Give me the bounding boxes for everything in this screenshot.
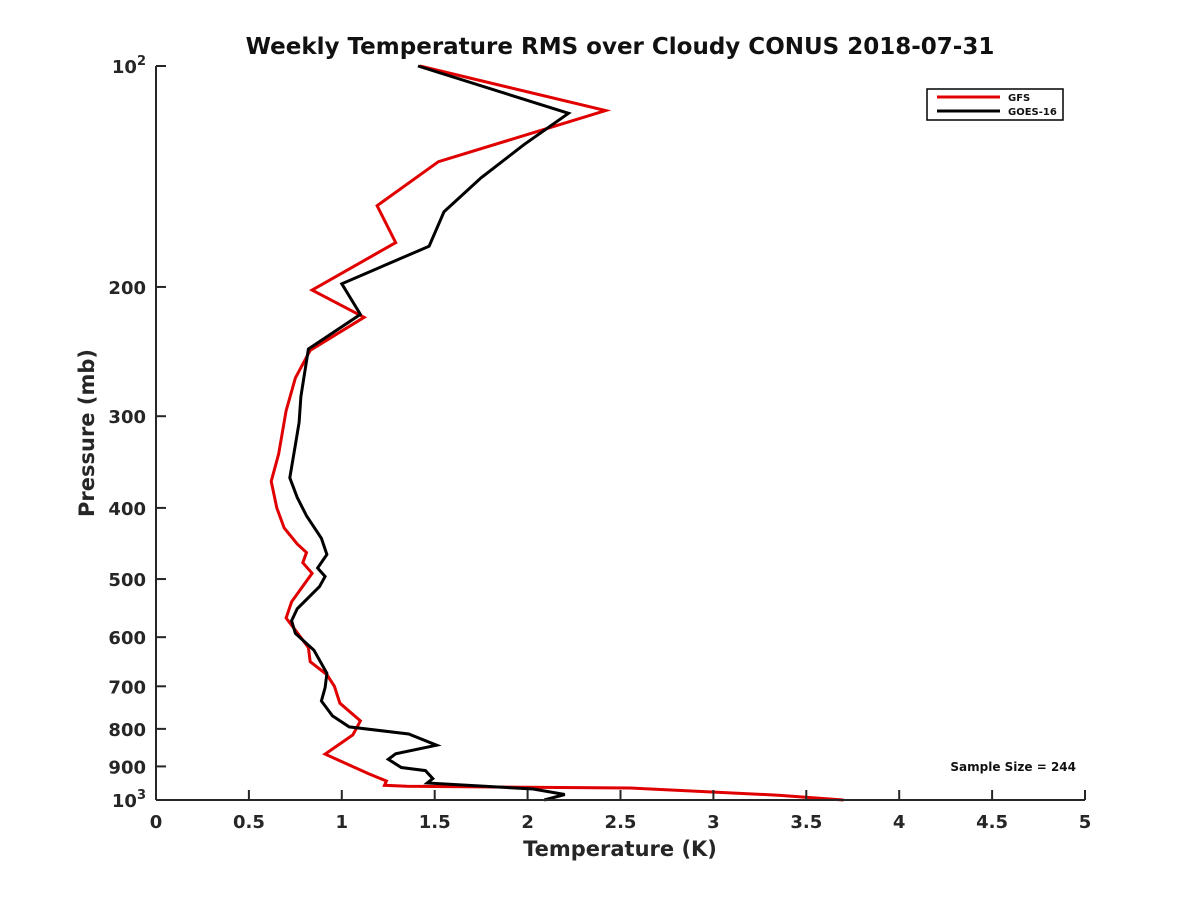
x-tick-label: 5 bbox=[1079, 812, 1092, 833]
x-tick-label: 1.5 bbox=[419, 812, 451, 833]
x-tick-label: 3 bbox=[707, 812, 720, 833]
x-tick-label: 4 bbox=[893, 812, 906, 833]
legend-entries: GFS GOES-16 bbox=[937, 93, 1057, 118]
x-tick-label: 1 bbox=[336, 812, 349, 833]
chart-title: Weekly Temperature RMS over Cloudy CONUS… bbox=[246, 34, 995, 60]
x-tick-label: 0 bbox=[150, 812, 163, 833]
x-tick-label: 2 bbox=[521, 812, 534, 833]
plot-lines bbox=[269, 64, 844, 802]
y-ticks: 102 200 300 400 500 600 700 800 900 103 bbox=[108, 54, 166, 812]
y-tick-label: 102 bbox=[112, 54, 146, 78]
y-tick-label: 800 bbox=[108, 720, 146, 741]
legend-label-1: GOES-16 bbox=[1008, 107, 1057, 118]
legend-label-0: GFS bbox=[1008, 93, 1030, 104]
y-tick-label: 900 bbox=[108, 757, 146, 778]
x-ticks: 0 0.5 1 1.5 2 2.5 3 3.5 4 4.5 5 bbox=[150, 790, 1092, 833]
legend: GFS GOES-16 bbox=[926, 88, 1064, 121]
x-axis-label: Temperature (K) bbox=[523, 837, 717, 861]
y-axis-label: Pressure (mb) bbox=[75, 349, 99, 517]
axes bbox=[155, 66, 1085, 801]
x-tick-label: 2.5 bbox=[605, 812, 637, 833]
y-tick-label: 300 bbox=[108, 407, 146, 428]
x-tick-label: 4.5 bbox=[976, 812, 1008, 833]
series-line-0 bbox=[269, 64, 844, 802]
sample-size-annotation: Sample Size = 244 bbox=[950, 760, 1076, 774]
y-tick-label: 103 bbox=[112, 788, 146, 812]
y-tick-label: 500 bbox=[108, 570, 146, 591]
y-tick-label: 400 bbox=[108, 499, 146, 520]
x-tick-label: 0.5 bbox=[233, 812, 265, 833]
y-tick-label: 700 bbox=[108, 677, 146, 698]
series-line-1 bbox=[288, 64, 572, 802]
y-tick-label: 600 bbox=[108, 628, 146, 649]
x-tick-label: 3.5 bbox=[790, 812, 822, 833]
y-tick-label: 200 bbox=[108, 278, 146, 299]
legend-box bbox=[926, 88, 1064, 121]
